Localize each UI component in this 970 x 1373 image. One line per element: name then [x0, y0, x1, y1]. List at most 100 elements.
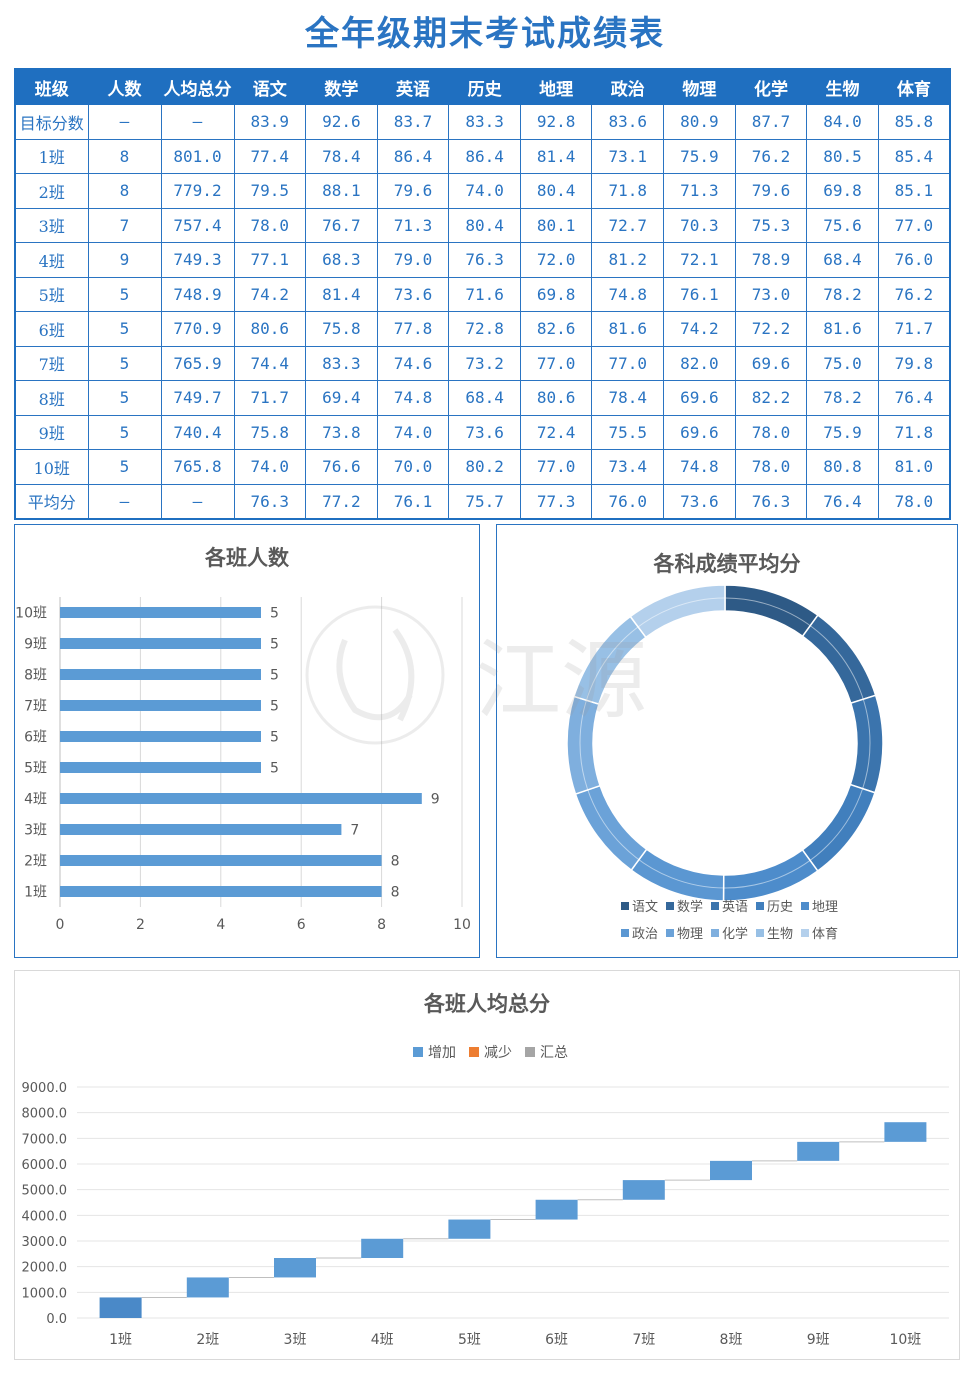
table-cell: 74.0 — [233, 449, 307, 485]
legend-label: 英语 — [722, 900, 748, 915]
table-cell: 8 — [87, 173, 162, 209]
subject-average-chart-panel: 各科成绩平均分 语文 数学 英语 历史 地理 政治 物理 化学 生物 体育 — [496, 524, 958, 958]
table-cell: 77.0 — [877, 207, 951, 243]
waterfall-bar — [448, 1219, 491, 1239]
table-cell: 74.8 — [591, 276, 665, 312]
x-tick-label: 10班 — [889, 1332, 921, 1348]
table-cell: 749.7 — [160, 380, 235, 416]
column-header: 数学 — [305, 68, 378, 105]
chart-title: 各班人数 — [204, 546, 290, 570]
table-row: 8班 5 749.7 71.7 69.4 74.8 68.4 80.6 78.4 69.6 82.2… — [14, 380, 951, 416]
table-cell: 88.1 — [305, 173, 378, 209]
table-cell: 83.9 — [233, 104, 307, 140]
y-tick-label: 6000.0 — [22, 1158, 68, 1173]
table-cell: 77.8 — [376, 311, 450, 347]
table-cell: 73.6 — [448, 414, 521, 450]
column-header: 政治 — [591, 68, 665, 105]
legend-label: 政治 — [632, 927, 658, 942]
table-cell: 748.9 — [160, 276, 235, 312]
y-tick-label: 5班 — [24, 761, 47, 777]
table-cell: 72.4 — [519, 414, 593, 450]
bar — [60, 638, 261, 649]
x-tick-label: 3班 — [284, 1332, 307, 1348]
table-row: 4班 9 749.3 77.1 68.3 79.0 76.3 72.0 81.2 72.1 78.9… — [14, 242, 951, 278]
table-cell: 69.8 — [806, 173, 879, 209]
legend-label: 历史 — [767, 900, 793, 915]
class-total-chart-panel: 各班人均总分 增加 减少 汇总 0.0 1000.0 2000.0 3000.0 4000.0 5… — [14, 970, 960, 1360]
data-label: 7 — [350, 823, 359, 839]
page-title: 全年级期末考试成绩表 — [305, 14, 665, 54]
data-label: 5 — [270, 606, 279, 622]
table-cell: 5 — [87, 276, 162, 312]
y-tick-label: 7班 — [24, 699, 47, 715]
watermark-text: 江源 — [475, 631, 647, 731]
table-cell: 81.4 — [305, 276, 378, 312]
table-cell: 72.8 — [448, 311, 521, 347]
y-tick-label: 3000.0 — [22, 1235, 68, 1250]
data-label: 8 — [391, 854, 400, 870]
waterfall-bar — [535, 1199, 578, 1220]
y-tick-label: 6班 — [24, 730, 47, 746]
table-cell: 85.8 — [877, 104, 951, 140]
legend-label: 汇总 — [540, 1045, 568, 1061]
row-label-cell: 10班 — [14, 449, 89, 485]
y-tick-label: 3班 — [24, 823, 47, 839]
table-cell: 80.2 — [448, 449, 521, 485]
table-cell: 79.0 — [376, 242, 450, 278]
table-cell: 72.2 — [734, 311, 808, 347]
table-cell: 5 — [87, 449, 162, 485]
legend-label: 减少 — [484, 1045, 512, 1061]
data-label: 5 — [270, 637, 279, 653]
waterfall-bar — [622, 1180, 665, 1200]
row-label-cell: 平均分 — [14, 483, 89, 520]
table-cell: 73.6 — [663, 483, 736, 520]
legend-swatch — [801, 929, 809, 937]
data-label: 5 — [270, 699, 279, 715]
row-label-cell: 7班 — [14, 345, 89, 381]
table-cell: 69.6 — [734, 345, 808, 381]
table-cell: 749.3 — [160, 242, 235, 278]
row-label-cell: 5班 — [14, 276, 89, 312]
table-cell: 77.3 — [519, 483, 593, 520]
table-cell: 92.6 — [305, 104, 378, 140]
chart-title: 各班人均总分 — [423, 992, 550, 1016]
table-cell: 71.7 — [233, 380, 307, 416]
table-cell: 77.4 — [233, 138, 307, 174]
table-row: 1班 8 801.0 77.4 78.4 86.4 86.4 81.4 73.1 75.9 76.2… — [14, 138, 951, 174]
x-tick-label: 8 — [377, 917, 386, 933]
table-cell: 79.6 — [734, 173, 808, 209]
table-cell: 82.0 — [663, 345, 736, 381]
table-cell: 73.6 — [376, 276, 450, 312]
table-cell: 83.3 — [448, 104, 521, 140]
table-cell: 83.3 — [305, 345, 378, 381]
table-cell: 71.7 — [877, 311, 951, 347]
y-tick-label: 4班 — [24, 792, 47, 808]
table-cell: 72.7 — [591, 207, 665, 243]
table-cell: 81.2 — [591, 242, 665, 278]
table-cell: 85.4 — [877, 138, 951, 174]
table-cell: 84.0 — [806, 104, 879, 140]
table-cell: 5 — [87, 414, 162, 450]
table-cell: 74.0 — [376, 414, 450, 450]
waterfall-bar — [274, 1258, 316, 1278]
legend-swatch — [756, 902, 764, 910]
table-cell: 73.2 — [448, 345, 521, 381]
column-header: 人均总分 — [160, 68, 235, 105]
table-cell: 80.8 — [806, 449, 879, 485]
table-cell: 70.0 — [376, 449, 450, 485]
chart-title: 各科成绩平均分 — [653, 552, 801, 576]
table-cell: 76.3 — [233, 483, 307, 520]
legend-label: 物理 — [677, 927, 703, 942]
ring-divider — [579, 597, 871, 889]
table-cell: 801.0 — [160, 138, 235, 174]
legend-label: 增加 — [428, 1045, 456, 1061]
row-label-cell: 2班 — [14, 173, 89, 209]
watermark-logo: 江源 — [305, 605, 647, 745]
table-cell: 81.4 — [519, 138, 593, 174]
table-row: 7班 5 765.9 74.4 83.3 74.6 73.2 77.0 77.0 82.0 69.6… — [14, 345, 951, 381]
data-label: 5 — [270, 730, 279, 746]
table-cell: 9 — [87, 242, 162, 278]
table-cell: 79.8 — [877, 345, 951, 381]
bar — [60, 700, 261, 711]
table-cell: 8 — [87, 138, 162, 174]
